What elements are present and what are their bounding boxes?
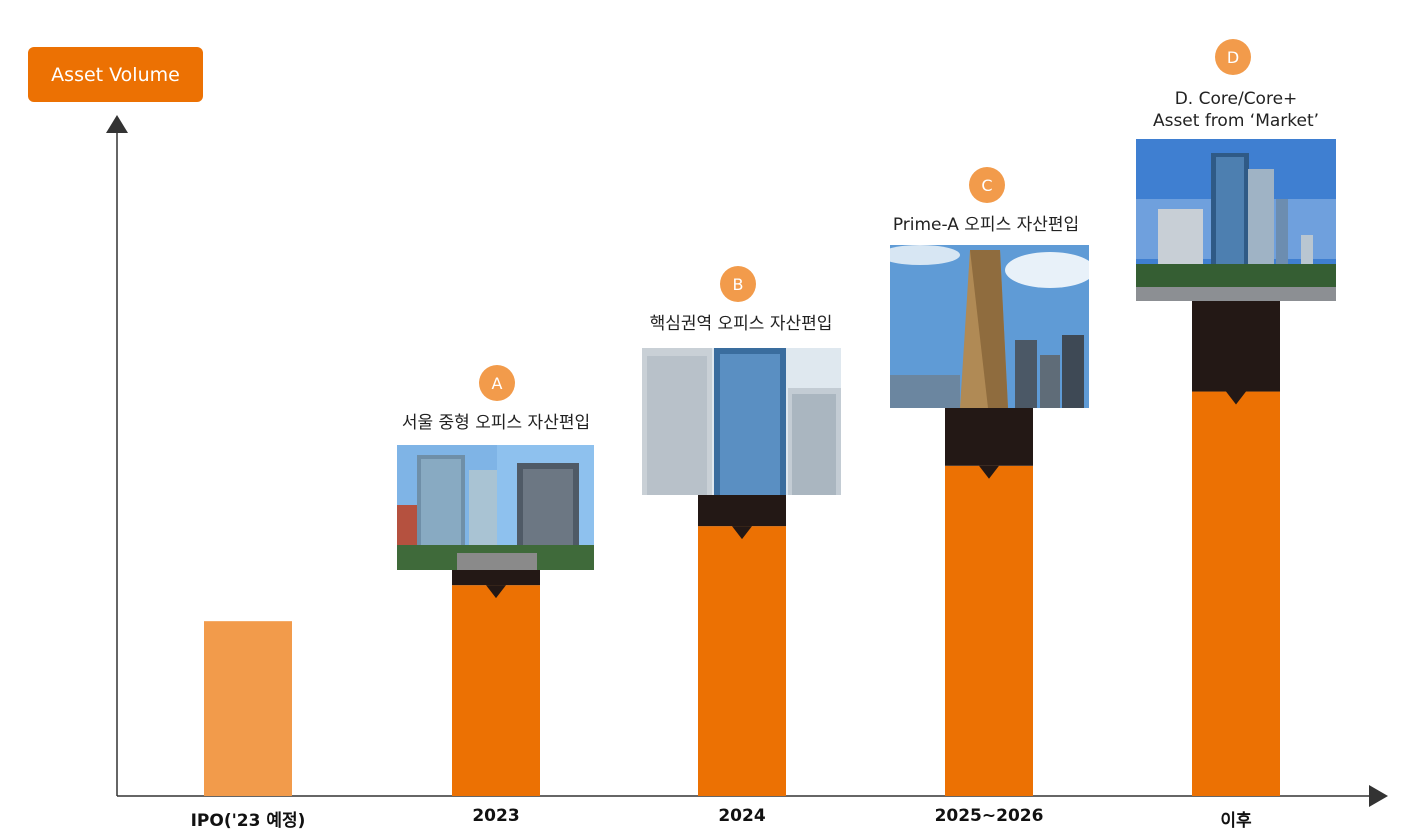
bar-a-base [452, 585, 540, 796]
stage-d-caption-line2: Asset from ‘Market’ [1152, 111, 1320, 131]
y-axis-arrow [106, 115, 128, 133]
x-tick-label: 2024 [718, 806, 766, 826]
stage-d-photo [1136, 139, 1336, 301]
x-tick-label: 2025~2026 [934, 806, 1044, 826]
stage-c-marker: C [969, 167, 1005, 203]
bar-ipo [204, 621, 292, 796]
x-tick-label: 2023 [472, 806, 520, 826]
stage-b-photo [642, 348, 841, 495]
stage-a-marker: A [479, 365, 515, 401]
bar-c-pointer [979, 465, 999, 479]
stage-b-caption: 핵심권역 오피스 자산편입 [649, 314, 833, 334]
stage-a-caption: 서울 중형 오피스 자산편입 [401, 413, 591, 433]
stage-d-caption-line1: D. Core/Core+ [1174, 89, 1298, 109]
x-tick-label: IPO('23 예정) [190, 811, 306, 831]
x-tick-label: 이후 [1220, 811, 1252, 831]
stage-c-photo [890, 245, 1089, 408]
bar-b-pointer [732, 526, 752, 540]
bar-d-base [1192, 391, 1280, 796]
x-axis-arrow [1369, 785, 1388, 807]
stage-a-photo [397, 445, 594, 570]
bar-b-base [698, 526, 786, 796]
stage-c-caption: Prime-A 오피스 자산편입 [892, 215, 1080, 235]
bar-a-pointer [486, 585, 506, 599]
bar-c-base [945, 465, 1033, 796]
y-axis-label-badge: Asset Volume [28, 47, 203, 102]
stage-d-marker: D [1215, 39, 1251, 75]
stage-b-marker: B [720, 266, 756, 302]
bar-d-pointer [1226, 391, 1246, 405]
